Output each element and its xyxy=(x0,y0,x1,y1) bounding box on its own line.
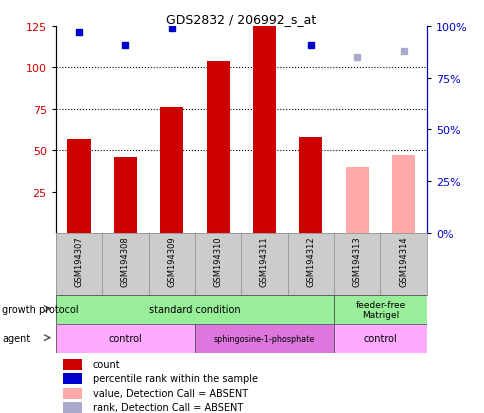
Text: sphingosine-1-phosphate: sphingosine-1-phosphate xyxy=(213,334,315,343)
Text: standard condition: standard condition xyxy=(149,305,240,315)
Bar xyxy=(206,62,229,233)
Text: feeder-free
Matrigel: feeder-free Matrigel xyxy=(355,300,405,319)
Bar xyxy=(56,295,333,324)
Bar xyxy=(345,167,368,233)
Bar xyxy=(67,139,91,233)
Bar xyxy=(299,138,322,233)
Text: GSM194313: GSM194313 xyxy=(352,236,361,287)
Text: rank, Detection Call = ABSENT: rank, Detection Call = ABSENT xyxy=(93,402,242,412)
Bar xyxy=(63,373,82,384)
Bar xyxy=(63,388,82,399)
Bar xyxy=(63,402,82,413)
Bar xyxy=(114,157,136,233)
Bar xyxy=(63,359,82,370)
Bar xyxy=(56,324,195,353)
Text: GSM194309: GSM194309 xyxy=(167,236,176,286)
Text: GSM194310: GSM194310 xyxy=(213,236,222,286)
Bar xyxy=(333,295,426,324)
Text: GSM194311: GSM194311 xyxy=(259,236,269,286)
Bar xyxy=(391,156,414,233)
Text: percentile rank within the sample: percentile rank within the sample xyxy=(93,373,257,383)
Bar xyxy=(195,324,333,353)
Text: value, Detection Call = ABSENT: value, Detection Call = ABSENT xyxy=(93,388,247,398)
Text: control: control xyxy=(363,334,396,344)
Text: GSM194307: GSM194307 xyxy=(75,236,83,287)
Text: control: control xyxy=(108,334,142,344)
Bar xyxy=(252,27,275,233)
Bar xyxy=(160,108,183,233)
Text: agent: agent xyxy=(2,333,30,343)
Title: GDS2832 / 206992_s_at: GDS2832 / 206992_s_at xyxy=(166,13,316,26)
Text: GSM194308: GSM194308 xyxy=(121,236,130,287)
Text: count: count xyxy=(93,359,120,369)
Bar xyxy=(333,324,426,353)
Text: GSM194312: GSM194312 xyxy=(306,236,315,286)
Text: GSM194314: GSM194314 xyxy=(398,236,407,286)
Text: growth protocol: growth protocol xyxy=(2,304,79,314)
